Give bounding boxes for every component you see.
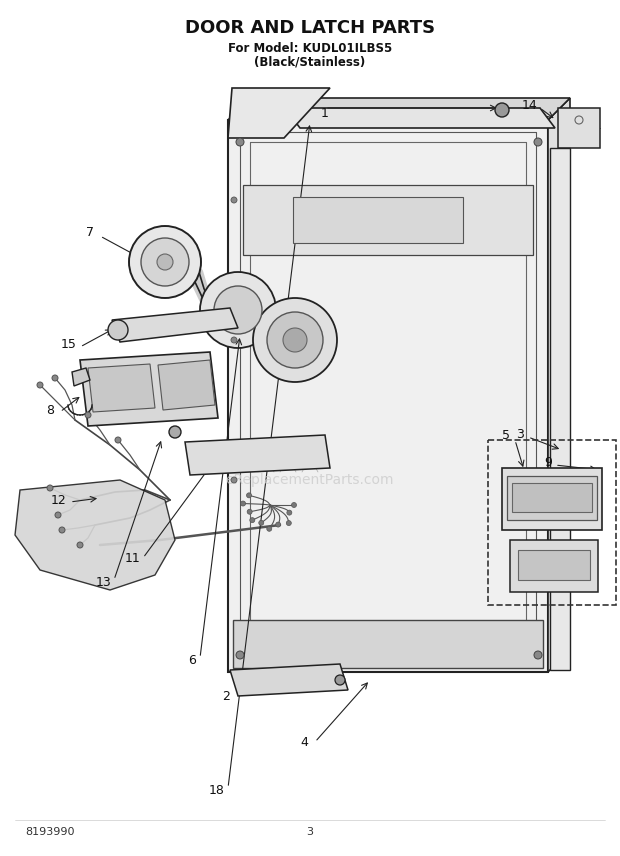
Circle shape bbox=[534, 651, 542, 659]
Text: 8: 8 bbox=[46, 403, 54, 417]
Polygon shape bbox=[550, 148, 570, 670]
Circle shape bbox=[214, 286, 262, 334]
Polygon shape bbox=[72, 368, 90, 386]
Circle shape bbox=[85, 412, 91, 418]
Text: (Black/Stainless): (Black/Stainless) bbox=[254, 56, 366, 68]
Circle shape bbox=[55, 512, 61, 518]
Bar bbox=[488, 440, 616, 605]
Circle shape bbox=[241, 501, 246, 506]
Circle shape bbox=[129, 226, 201, 298]
Text: 5: 5 bbox=[502, 429, 510, 442]
Polygon shape bbox=[230, 664, 348, 696]
Polygon shape bbox=[507, 476, 597, 520]
Circle shape bbox=[231, 477, 237, 483]
Text: 3: 3 bbox=[306, 827, 314, 837]
Polygon shape bbox=[80, 352, 218, 426]
Text: 18: 18 bbox=[209, 783, 225, 796]
Text: 9: 9 bbox=[544, 455, 552, 468]
Circle shape bbox=[231, 337, 237, 343]
Polygon shape bbox=[112, 308, 238, 342]
Text: 2: 2 bbox=[222, 689, 230, 703]
Circle shape bbox=[236, 138, 244, 146]
Text: DOOR AND LATCH PARTS: DOOR AND LATCH PARTS bbox=[185, 19, 435, 37]
Polygon shape bbox=[185, 435, 330, 475]
Circle shape bbox=[231, 197, 237, 203]
Circle shape bbox=[267, 526, 272, 532]
Text: 15: 15 bbox=[61, 337, 77, 350]
Text: 3: 3 bbox=[516, 427, 524, 441]
Text: 8193990: 8193990 bbox=[25, 827, 74, 837]
Circle shape bbox=[253, 298, 337, 382]
Circle shape bbox=[141, 238, 189, 286]
Polygon shape bbox=[510, 540, 598, 592]
Text: 4: 4 bbox=[300, 735, 308, 748]
Circle shape bbox=[250, 518, 255, 523]
Polygon shape bbox=[15, 480, 175, 590]
Circle shape bbox=[259, 520, 263, 526]
Polygon shape bbox=[158, 360, 215, 410]
Text: 13: 13 bbox=[96, 576, 112, 590]
Polygon shape bbox=[293, 197, 463, 243]
Circle shape bbox=[247, 509, 252, 514]
Text: 12: 12 bbox=[51, 494, 67, 507]
Circle shape bbox=[267, 312, 323, 368]
Polygon shape bbox=[558, 108, 600, 148]
Circle shape bbox=[77, 542, 83, 548]
Polygon shape bbox=[88, 364, 155, 412]
Text: 1: 1 bbox=[321, 106, 329, 120]
Text: eReplacementParts.com: eReplacementParts.com bbox=[226, 473, 394, 487]
Circle shape bbox=[59, 527, 65, 533]
Circle shape bbox=[291, 502, 296, 508]
Circle shape bbox=[247, 493, 252, 498]
Text: For Model: KUDL01ILBS5: For Model: KUDL01ILBS5 bbox=[228, 41, 392, 55]
Text: 6: 6 bbox=[188, 653, 196, 667]
Circle shape bbox=[108, 320, 128, 340]
Circle shape bbox=[47, 485, 53, 491]
Text: 11: 11 bbox=[125, 551, 141, 564]
Text: 14: 14 bbox=[522, 98, 538, 111]
Text: 7: 7 bbox=[86, 225, 94, 239]
Circle shape bbox=[335, 675, 345, 685]
Circle shape bbox=[37, 382, 43, 388]
Circle shape bbox=[200, 272, 276, 348]
Circle shape bbox=[115, 437, 121, 443]
Polygon shape bbox=[518, 550, 590, 580]
Circle shape bbox=[276, 522, 281, 527]
Polygon shape bbox=[285, 108, 555, 128]
Polygon shape bbox=[228, 88, 330, 138]
Polygon shape bbox=[228, 120, 548, 672]
Polygon shape bbox=[512, 483, 592, 512]
Circle shape bbox=[286, 520, 291, 526]
Circle shape bbox=[236, 651, 244, 659]
Circle shape bbox=[495, 103, 509, 117]
Circle shape bbox=[169, 426, 181, 438]
Circle shape bbox=[52, 375, 58, 381]
Polygon shape bbox=[228, 98, 570, 120]
Circle shape bbox=[287, 510, 292, 515]
Polygon shape bbox=[548, 98, 570, 672]
Circle shape bbox=[534, 138, 542, 146]
Polygon shape bbox=[502, 468, 602, 530]
Circle shape bbox=[157, 254, 173, 270]
Polygon shape bbox=[243, 185, 533, 255]
Polygon shape bbox=[233, 620, 543, 668]
Circle shape bbox=[283, 328, 307, 352]
